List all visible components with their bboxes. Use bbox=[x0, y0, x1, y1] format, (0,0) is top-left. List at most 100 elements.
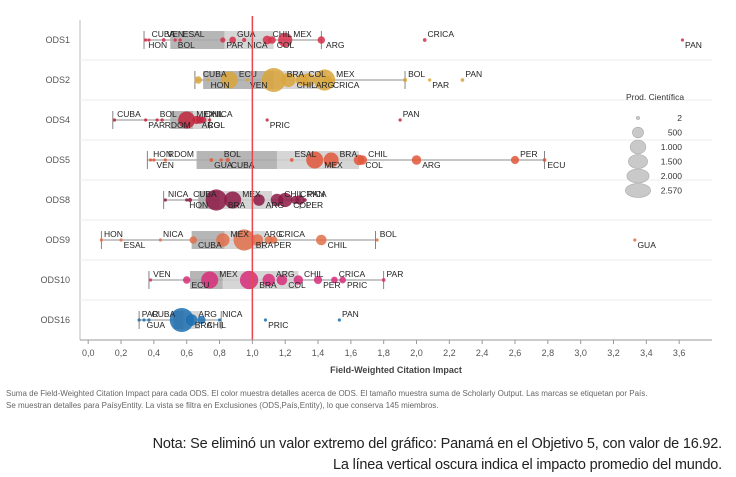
point-label: CHIL bbox=[207, 320, 227, 330]
size-legend: Prod. Científica 2 500 1.000 1.500 2.000 2.570 bbox=[625, 92, 684, 198]
legend-label: 2.000 bbox=[661, 171, 683, 181]
point-label: PAR bbox=[148, 120, 165, 130]
point-rdom bbox=[160, 118, 164, 122]
point-gua bbox=[633, 238, 637, 242]
box-lower bbox=[203, 71, 274, 89]
point-ecu bbox=[220, 71, 238, 89]
point-col bbox=[295, 74, 308, 86]
point-label: PAN bbox=[403, 109, 420, 119]
point-label: BOL bbox=[160, 109, 177, 119]
point-label: COL bbox=[308, 69, 326, 79]
point-label: ESAL bbox=[124, 240, 146, 250]
point-bra bbox=[233, 229, 255, 251]
legend-title: Prod. Científica bbox=[626, 92, 684, 102]
point-label: VEN bbox=[167, 29, 184, 39]
point-label: COL bbox=[277, 40, 295, 50]
legend-swatch bbox=[625, 183, 651, 198]
x-tick-label: 1,4 bbox=[312, 348, 325, 358]
x-tick-label: 3,0 bbox=[574, 348, 587, 358]
point-label: CUBA bbox=[152, 309, 176, 319]
point-label: CUBA bbox=[198, 240, 222, 250]
point-bol bbox=[155, 118, 159, 122]
point-esal bbox=[289, 158, 294, 162]
legend-label: 500 bbox=[668, 128, 682, 138]
point-label: ESAL bbox=[183, 29, 205, 39]
x-axis-title: Field-Weighted Citation Impact bbox=[330, 365, 462, 375]
point-arg bbox=[262, 273, 276, 287]
point-crica bbox=[323, 75, 332, 85]
point-label: HON bbox=[104, 229, 123, 239]
point-bra bbox=[261, 68, 286, 92]
point-cuba bbox=[112, 118, 117, 122]
point-nica bbox=[242, 37, 247, 43]
point-label: GUA bbox=[237, 29, 256, 39]
point-label: BOL bbox=[224, 149, 241, 159]
x-tick-label: 3,2 bbox=[607, 348, 620, 358]
point-mex bbox=[224, 191, 242, 209]
point-crica bbox=[331, 276, 338, 284]
point-label: ARG bbox=[202, 120, 220, 130]
point-col bbox=[276, 274, 288, 286]
point-arg bbox=[185, 314, 198, 326]
point-label: ARG bbox=[264, 229, 282, 239]
point-label: COL bbox=[288, 280, 306, 290]
point-label: PAR bbox=[142, 309, 159, 319]
legend-swatch bbox=[628, 154, 648, 169]
point-cuba bbox=[194, 76, 202, 84]
point-label: PER bbox=[323, 280, 340, 290]
point-label: CHIL bbox=[273, 29, 293, 39]
point-par bbox=[144, 118, 148, 122]
point-label: MEX bbox=[219, 269, 238, 279]
point-label: GUA bbox=[637, 240, 656, 250]
point-label: MEX bbox=[293, 29, 312, 39]
point-label: ARG bbox=[198, 309, 216, 319]
point-per bbox=[313, 275, 323, 285]
ods-rows: ODS1CUBAHONVENBOLESALPARGUANICACHILCOLME… bbox=[40, 29, 712, 332]
point-pan bbox=[337, 318, 341, 322]
point-label: MEX bbox=[324, 160, 343, 170]
point-chil bbox=[281, 72, 296, 88]
point-mex bbox=[178, 111, 196, 129]
point-crica bbox=[422, 38, 427, 42]
point-label: CHIL bbox=[205, 109, 225, 119]
point-arg bbox=[411, 155, 422, 165]
x-tick-label: 1,6 bbox=[345, 348, 358, 358]
point-label: CHIL bbox=[328, 240, 348, 250]
point-ecu bbox=[542, 158, 547, 162]
point-per bbox=[510, 155, 520, 165]
point-label: BRA bbox=[259, 280, 277, 290]
point-label: ARG bbox=[276, 269, 294, 279]
point-label: PRIC bbox=[347, 280, 367, 290]
caption-line-2: Se muestran detalles para PaísyEntity. L… bbox=[6, 401, 439, 410]
point-label: ECU bbox=[547, 160, 565, 170]
point-label: ARG bbox=[266, 200, 284, 210]
category-label: ODS5 bbox=[45, 155, 70, 165]
point-hon bbox=[144, 38, 148, 42]
point-ven bbox=[161, 38, 166, 42]
point-label: BRA bbox=[228, 200, 246, 210]
point-bol bbox=[219, 158, 223, 162]
point-label: BRA bbox=[287, 69, 305, 79]
point-nica bbox=[158, 238, 163, 242]
x-tick-label: 2,6 bbox=[509, 348, 522, 358]
point-nica bbox=[163, 198, 167, 202]
x-tick-label: 2,0 bbox=[410, 348, 423, 358]
point-pan bbox=[680, 38, 685, 42]
point-label: PAR bbox=[226, 40, 243, 50]
point-label: PRIC bbox=[268, 320, 288, 330]
point-pric bbox=[263, 318, 268, 322]
point-col bbox=[199, 116, 207, 124]
point-label: PAN bbox=[685, 40, 702, 50]
point-pric bbox=[339, 276, 346, 284]
point-crica bbox=[269, 236, 278, 244]
category-label: ODS2 bbox=[45, 75, 70, 85]
point-esal bbox=[178, 38, 182, 42]
point-label: CRICA bbox=[428, 29, 455, 39]
point-label: GUA bbox=[147, 320, 166, 330]
x-axis: 0,0 0,2 0,4 0,6 0,8 1,0 1,2 1,4 1,6 1,8 2,0 2,2 2,4 2… bbox=[80, 339, 712, 375]
category-label: ODS10 bbox=[40, 275, 70, 285]
point-pric bbox=[265, 118, 269, 122]
